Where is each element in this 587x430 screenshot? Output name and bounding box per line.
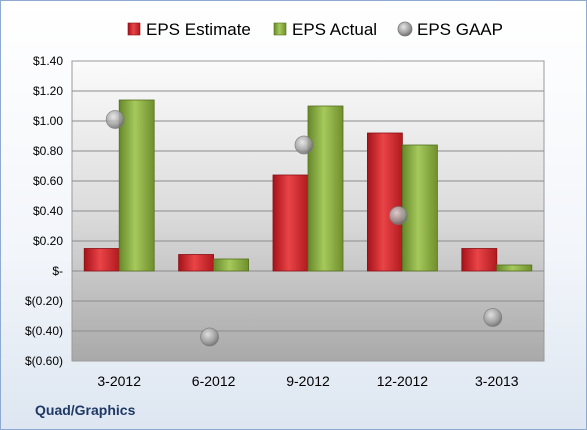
x-tick-label: 12-2012 (377, 373, 429, 389)
y-tick-label: $0.40 (33, 204, 63, 218)
actual-bar (307, 105, 344, 272)
gaap-marker (105, 110, 125, 129)
legend-swatch-actual (273, 22, 287, 36)
legend: EPS Estimate EPS Actual EPS GAAP (127, 20, 503, 39)
estimate-bar (366, 132, 403, 272)
y-tick-label: $- (52, 264, 63, 278)
legend-label: EPS GAAP (417, 20, 503, 39)
x-axis: 3-2012 6-2012 9-2012 12-2012 3-2013 (97, 373, 518, 389)
gaap-marker (294, 135, 314, 155)
actual-bar (213, 258, 250, 272)
y-tick-label: $1.40 (33, 54, 63, 68)
y-tick-label: $(0.60) (25, 354, 63, 368)
estimate-bar (178, 254, 215, 272)
actual-bar (496, 264, 533, 272)
gaap-marker (483, 308, 503, 327)
actual-bar (401, 144, 438, 272)
legend-label: EPS Actual (292, 20, 377, 39)
y-tick-label: $0.20 (33, 234, 63, 248)
y-tick-label: $(0.20) (25, 294, 63, 308)
y-tick-label: $(0.40) (25, 324, 63, 338)
x-tick-label: 9-2012 (286, 373, 330, 389)
x-tick-label: 6-2012 (192, 373, 236, 389)
legend-label: EPS Estimate (146, 20, 251, 39)
company-name: Quad/Graphics (35, 402, 136, 418)
gaap-marker (388, 206, 408, 225)
y-tick-label: $0.80 (33, 144, 63, 158)
x-tick-label: 3-2013 (475, 373, 519, 389)
estimate-bar (272, 174, 309, 272)
legend-swatch-gaap (397, 21, 413, 37)
y-tick-label: $1.00 (33, 114, 63, 128)
bars (83, 99, 533, 272)
y-axis: $1.40 $1.20 $1.00 $0.80 $0.60 $0.40 $0.20 $- $(0… (25, 54, 63, 368)
legend-swatch-estimate (127, 22, 141, 36)
gaap-markers (105, 110, 503, 347)
gaap-marker (200, 327, 220, 347)
actual-bar (118, 99, 155, 272)
estimate-bar (83, 248, 120, 272)
y-tick-label: $0.60 (33, 174, 63, 188)
estimate-bar (461, 248, 498, 272)
y-tick-label: $1.20 (33, 84, 63, 98)
x-tick-label: 3-2012 (97, 373, 141, 389)
